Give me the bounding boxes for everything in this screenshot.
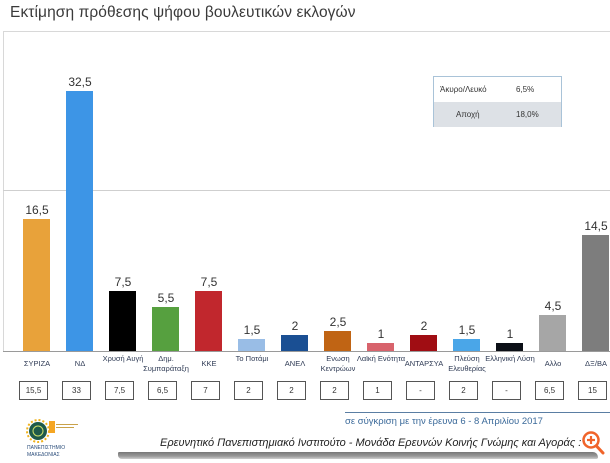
bar (539, 315, 566, 351)
category-label: Δημ. Συμπαράταξη (143, 354, 189, 373)
category-label: Χρυσή Αυγή (102, 354, 144, 363)
chart-frame-top (3, 31, 610, 32)
bar (324, 331, 351, 351)
bar (195, 291, 222, 351)
category-label: Πλεύση Ελευθερίας (448, 354, 486, 373)
gridline (3, 190, 610, 191)
university-logo: ΠΑΝΕΠΙΣΤΗΜΙΟ ΜΑΚΕΔΟΝΙΑΣ (25, 418, 83, 458)
legend-value: 6,5% (516, 85, 535, 94)
legend-value: 18,0% (516, 110, 539, 119)
category-label: ΣΥΡΙΖΑ (23, 359, 51, 368)
bar (410, 335, 437, 351)
bar (367, 343, 394, 351)
category-label: ΑΝΤΑΡΣΥΑ (404, 359, 444, 368)
bar (109, 291, 136, 351)
category-label: Ελληνική Λύση (485, 354, 535, 363)
footer-institute-text: Ερευνητικό Πανεπιστημιακό Ινστιτούτο - Μ… (160, 437, 582, 449)
bar-value-label: 16,5 (25, 203, 49, 217)
legend-label: Αποχή (456, 110, 480, 119)
previous-value-box: 2 (449, 381, 478, 400)
category-label: Ενωση Κεντρώων (320, 354, 356, 373)
bar-value-label: 1,5 (458, 323, 476, 337)
x-axis-baseline (3, 351, 610, 352)
bar-value-label: 5,5 (157, 291, 175, 305)
bar-value-label: 14,5 (584, 219, 608, 233)
bar (496, 343, 523, 351)
bar-value-label: 1,5 (243, 323, 261, 337)
bar (281, 335, 308, 351)
legend-row-invalid: Άκυρο/Λευκό 6,5% (434, 77, 561, 103)
chart-title: Εκτίμηση πρόθεσης ψήφου βουλευτικών εκλο… (10, 4, 356, 21)
bar-value-label: 1 (377, 327, 385, 341)
bar-value-label: 32,5 (68, 75, 92, 89)
svg-text:ΠΑΝΕΠΙΣΤΗΜΙΟ: ΠΑΝΕΠΙΣΤΗΜΙΟ (27, 445, 65, 451)
bar (582, 235, 609, 351)
bar-value-label: 4,5 (544, 299, 562, 313)
bar-value-label: 7,5 (114, 275, 132, 289)
abstention-legend-box: Άκυρο/Λευκό 6,5% Αποχή 18,0% (433, 76, 562, 127)
previous-value-box: 1 (363, 381, 392, 400)
previous-value-box: - (406, 381, 435, 400)
bar (152, 307, 179, 351)
previous-value-box: 6,5 (148, 381, 177, 400)
chart-frame-left (3, 31, 4, 351)
previous-value-box: 2 (277, 381, 306, 400)
previous-value-box: 15 (578, 381, 607, 400)
svg-text:ΜΑΚΕΔΟΝΙΑΣ: ΜΑΚΕΔΟΝΙΑΣ (27, 452, 60, 458)
category-label: Αλλο (544, 359, 562, 368)
bar-value-label: 2,5 (329, 315, 347, 329)
previous-value-box: 6,5 (535, 381, 564, 400)
bar (453, 339, 480, 351)
comparison-note: σε σύγκριση με την έρευνα 6 - 8 Απριλίου… (345, 416, 543, 427)
bar-value-label: 2 (420, 319, 428, 333)
footer-brush-stroke (118, 452, 598, 459)
category-label: ΝΔ (74, 359, 86, 368)
previous-value-box: 2 (320, 381, 349, 400)
legend-label: Άκυρο/Λευκό (440, 85, 487, 94)
bar-value-label: 2 (291, 319, 299, 333)
bar (238, 339, 265, 351)
previous-value-box: - (492, 381, 521, 400)
category-label: ΑΝΕΛ (284, 359, 306, 368)
previous-value-box: 15,5 (19, 381, 48, 400)
zoom-in-icon[interactable] (581, 430, 605, 456)
category-label: ΚΚΕ (201, 359, 217, 368)
category-label: Λαϊκή Ενότητα (356, 354, 406, 363)
category-label: Το Ποτάμι (235, 354, 269, 363)
bar-value-label: 1 (506, 327, 514, 341)
previous-value-box: 2 (234, 381, 263, 400)
previous-value-box: 7,5 (105, 381, 134, 400)
category-label: ΔΞ/ΒΑ (585, 359, 607, 368)
previous-value-box: 7 (191, 381, 220, 400)
bar-value-label: 7,5 (200, 275, 218, 289)
legend-row-abstention: Αποχή 18,0% (434, 102, 561, 127)
previous-value-box: 33 (62, 381, 91, 400)
bar (66, 91, 93, 351)
bar (23, 219, 50, 351)
comparison-divider (345, 412, 610, 413)
